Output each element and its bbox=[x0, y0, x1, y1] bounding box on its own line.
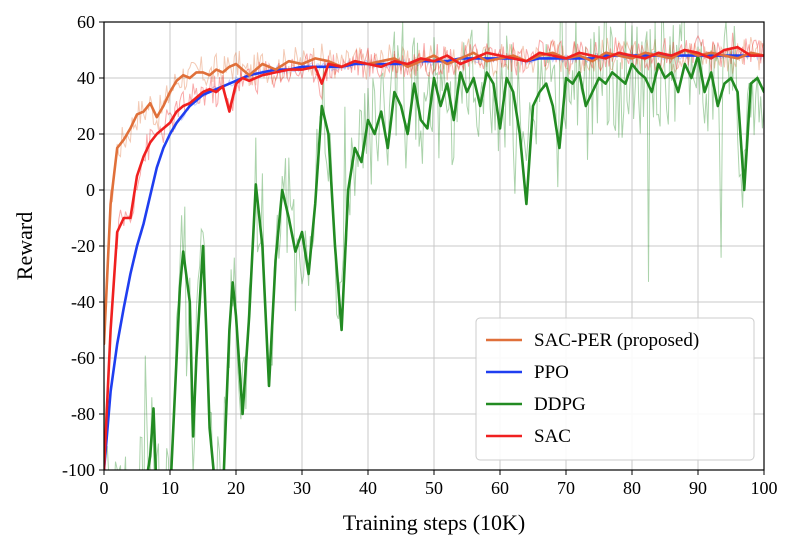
legend-box bbox=[475, 317, 755, 461]
y-tick-label: -40 bbox=[71, 292, 95, 312]
x-tick-label: 80 bbox=[623, 478, 641, 498]
raw-trace-1 bbox=[104, 49, 764, 467]
y-tick-label: -100 bbox=[62, 460, 95, 480]
y-tick-label: 60 bbox=[77, 12, 95, 32]
y-tick-label: -80 bbox=[71, 404, 95, 424]
legend: SAC-PER (proposed) PPO DDPG SAC bbox=[475, 317, 755, 461]
x-tick-label: 0 bbox=[100, 478, 109, 498]
series-lines bbox=[104, 45, 764, 470]
x-tick-label: 30 bbox=[293, 478, 311, 498]
x-tick-label: 90 bbox=[689, 478, 707, 498]
x-tick-label: 10 bbox=[161, 478, 179, 498]
legend-label: PPO bbox=[534, 362, 569, 383]
y-tick-label: -60 bbox=[71, 348, 95, 368]
raw-trace-3 bbox=[104, 32, 764, 455]
y-tick-label: 0 bbox=[86, 180, 95, 200]
x-tick-label: 70 bbox=[557, 478, 575, 498]
series-line-3 bbox=[104, 45, 764, 470]
y-axis-title: Reward bbox=[12, 212, 37, 280]
y-tick-label: -20 bbox=[71, 236, 95, 256]
y-tick-label: 40 bbox=[77, 68, 95, 88]
raw-trace-0 bbox=[104, 36, 764, 331]
axis-ticks: 0 10 20 30 40 50 60 70 80 90 100 -100 -80 -60 -40 -20 0 2… bbox=[62, 12, 778, 498]
x-tick-label: 100 bbox=[751, 478, 778, 498]
x-tick-label: 50 bbox=[425, 478, 443, 498]
legend-label: SAC-PER (proposed) bbox=[534, 330, 699, 351]
legend-label: DDPG bbox=[534, 394, 586, 415]
y-tick-label: 20 bbox=[77, 124, 95, 144]
x-tick-label: 20 bbox=[227, 478, 245, 498]
x-tick-label: 40 bbox=[359, 478, 377, 498]
x-axis-title: Training steps (10K) bbox=[343, 510, 526, 535]
raw-series-traces bbox=[104, 22, 764, 470]
x-tick-label: 60 bbox=[491, 478, 509, 498]
legend-label: SAC bbox=[534, 426, 571, 447]
series-line-2 bbox=[146, 54, 764, 470]
